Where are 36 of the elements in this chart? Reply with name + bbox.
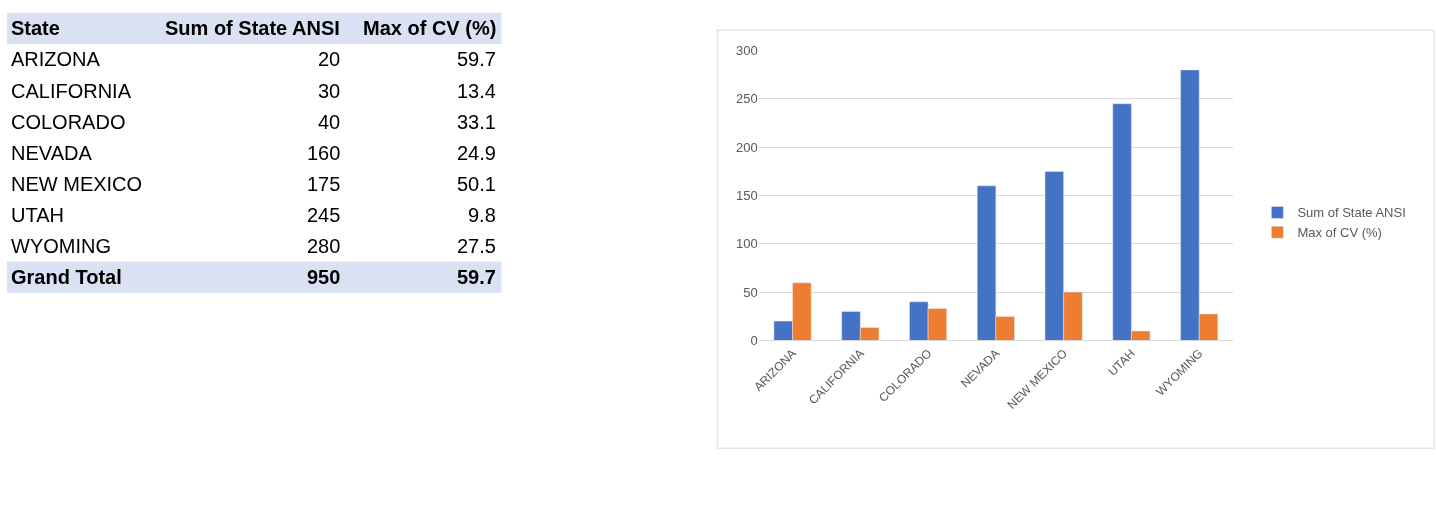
text: 245: [307, 204, 341, 226]
text: Max of CV (%): [363, 17, 497, 39]
legend-label: Max of CV (%): [1297, 225, 1382, 241]
text: 175: [307, 173, 341, 195]
text: 30: [318, 80, 341, 102]
y-tick-label: 100: [735, 236, 758, 252]
text: 13.4: [457, 80, 496, 102]
text: WYOMING: [11, 235, 111, 257]
text: 9.8: [468, 204, 496, 226]
y-tick-label: 0: [750, 333, 758, 348]
y-tick-label: 300: [735, 43, 758, 59]
y-tick-label: 200: [735, 139, 758, 155]
text: 50.1: [457, 173, 496, 195]
text: 59.7: [457, 48, 496, 70]
text: 33.1: [457, 111, 496, 133]
y-tick-label: 250: [735, 91, 758, 107]
text: Sum of State ANSI: [165, 17, 340, 39]
text: 59.7: [457, 266, 496, 288]
text: NEW MEXICO: [11, 173, 143, 195]
text: 27.5: [457, 235, 496, 257]
text: CALIFORNIA: [11, 80, 132, 102]
text: 20: [318, 48, 341, 70]
text: 40: [318, 111, 341, 133]
text: Grand Total: [11, 266, 122, 288]
text: UTAH: [11, 204, 64, 226]
text: COLORADO: [11, 111, 126, 133]
text: State: [11, 17, 60, 39]
text: 950: [307, 266, 341, 288]
text: 24.9: [457, 142, 496, 164]
text: ARIZONA: [11, 48, 101, 70]
text: 160: [307, 142, 341, 164]
text: 280: [307, 235, 341, 257]
text: NEVADA: [11, 142, 93, 164]
legend-label: Sum of State ANSI: [1297, 205, 1406, 221]
y-tick-label: 150: [735, 188, 758, 204]
y-tick-label: 50: [743, 284, 758, 300]
